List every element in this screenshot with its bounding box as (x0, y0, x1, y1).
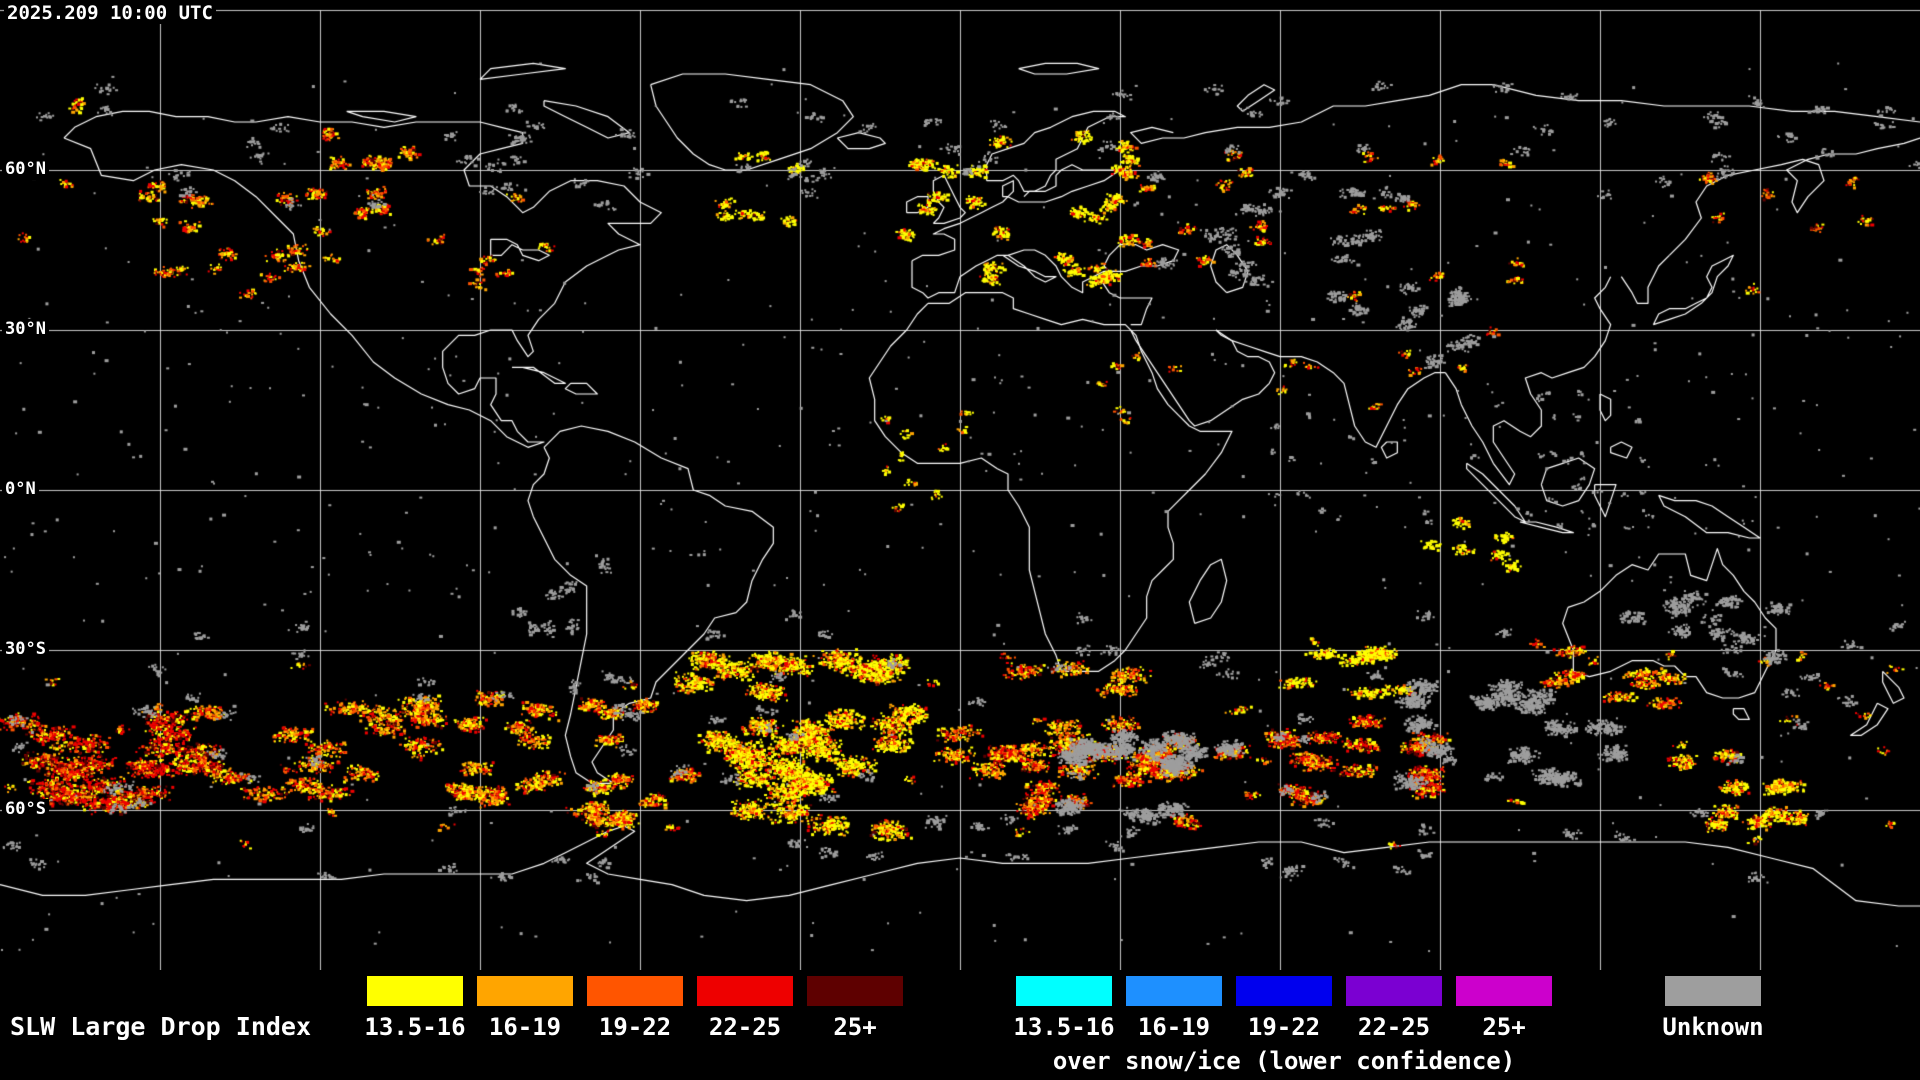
legend-item: Unknown (1658, 976, 1768, 1041)
legend-swatch (1016, 976, 1112, 1006)
latitude-label-30s: 30°S (2, 639, 49, 660)
legend-item: 22-25 (1339, 976, 1449, 1041)
legend-title: SLW Large Drop Index (10, 1012, 312, 1041)
legend-item: 13.5-16 (1009, 976, 1119, 1041)
latitude-label-30n: 30°N (2, 319, 49, 340)
legend-swatch-label: Unknown (1662, 1013, 1764, 1041)
legend-swatch (1126, 976, 1222, 1006)
legend-swatch (697, 976, 793, 1006)
legend-swatch-label: 16-19 (1137, 1013, 1211, 1041)
world-map (0, 0, 1920, 975)
timestamp: 2025.209 10:00 UTC (4, 2, 216, 24)
snowice-caption: over snow/ice (lower confidence) (1052, 1047, 1516, 1075)
legend-swatch (477, 976, 573, 1006)
legend-swatch (1665, 976, 1761, 1006)
legend-swatch (1346, 976, 1442, 1006)
legend-item: 19-22 (1229, 976, 1339, 1041)
legend-swatch (1456, 976, 1552, 1006)
legend-snowice-group: 13.5-16 16-19 19-22 22-25 25+ (1009, 976, 1559, 1041)
legend-swatch-label: 13.5-16 (1013, 1013, 1115, 1041)
legend-item: 16-19 (470, 976, 580, 1041)
legend-item: 19-22 (580, 976, 690, 1041)
legend-swatch-label: 25+ (1482, 1013, 1526, 1041)
legend-item: 25+ (1449, 976, 1559, 1041)
legend-swatch (367, 976, 463, 1006)
legend-warm-group: 13.5-16 16-19 19-22 22-25 25+ (360, 976, 910, 1041)
legend: SLW Large Drop Index 13.5-16 16-19 19-22… (0, 970, 1920, 1080)
legend-swatch-label: 25+ (833, 1013, 877, 1041)
legend-item: 13.5-16 (360, 976, 470, 1041)
legend-swatch (1236, 976, 1332, 1006)
latitude-label-60n: 60°N (2, 159, 49, 180)
legend-swatch (587, 976, 683, 1006)
legend-swatch-label: 19-22 (598, 1013, 672, 1041)
legend-unknown-group: Unknown (1658, 976, 1768, 1041)
legend-item: 22-25 (690, 976, 800, 1041)
legend-swatch-label: 22-25 (1357, 1013, 1431, 1041)
legend-swatch-label: 13.5-16 (364, 1013, 466, 1041)
legend-swatch-label: 22-25 (708, 1013, 782, 1041)
legend-swatch (807, 976, 903, 1006)
legend-swatch-label: 16-19 (488, 1013, 562, 1041)
legend-swatch-label: 19-22 (1247, 1013, 1321, 1041)
latitude-label-0n: 0°N (2, 479, 39, 500)
latitude-label-60s: 60°S (2, 799, 49, 820)
legend-item: 16-19 (1119, 976, 1229, 1041)
legend-item: 25+ (800, 976, 910, 1041)
